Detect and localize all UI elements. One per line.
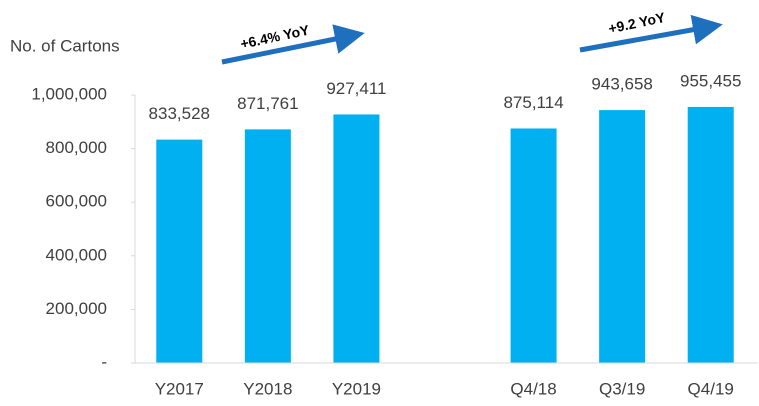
data-label: 943,658 (591, 75, 652, 94)
annotation: +9.2 YoY (607, 9, 667, 37)
x-tick-label: Q4/19 (688, 379, 734, 398)
bar (156, 139, 203, 363)
y-tick-label: 1,000,000 (31, 84, 107, 103)
x-tick-label: Y2019 (332, 379, 381, 398)
data-label: 955,455 (680, 71, 741, 90)
x-tick-label: Y2018 (243, 379, 292, 398)
y-tick-label: 400,000 (46, 245, 107, 264)
data-label: 871,761 (237, 94, 298, 113)
y-axis-label: No. of Cartons (10, 36, 120, 55)
bar (510, 128, 557, 363)
data-label: 875,114 (503, 93, 563, 112)
bar (244, 129, 291, 363)
x-tick-label: Q3/19 (599, 379, 645, 398)
trend-arrow (221, 24, 365, 65)
data-label: 927,411 (326, 79, 386, 98)
bar (599, 110, 646, 363)
data-label: 833,528 (149, 104, 210, 123)
x-tick-label: Y2017 (155, 379, 204, 398)
bar (333, 114, 380, 363)
x-tick-label: Q4/18 (510, 379, 556, 398)
y-tick-label: 800,000 (46, 138, 107, 157)
y-tick-label: 200,000 (46, 299, 107, 318)
trend-arrow (579, 14, 723, 53)
bar (687, 106, 734, 364)
y-tick-label: 600,000 (46, 192, 107, 211)
y-tick-label: - (101, 352, 107, 371)
